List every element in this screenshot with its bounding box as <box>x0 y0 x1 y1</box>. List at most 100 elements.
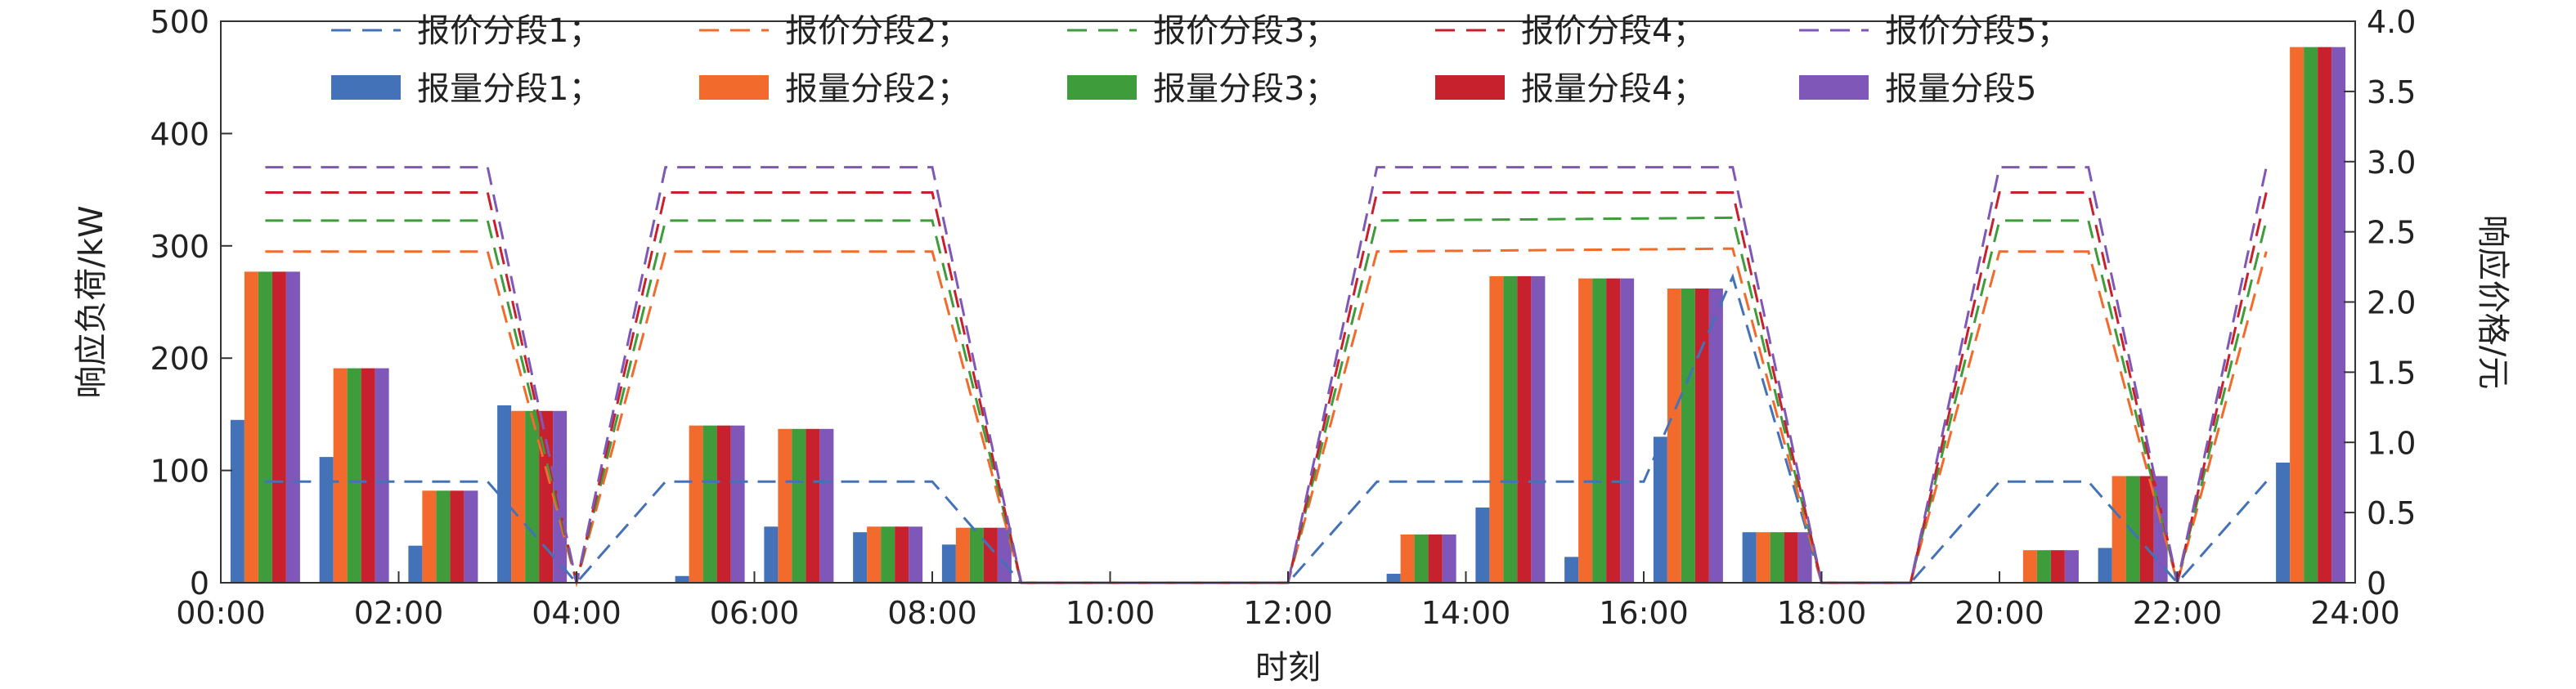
bar-3-h20 <box>2036 550 2051 583</box>
bar-2-h3 <box>511 410 526 583</box>
legend-quantity-swatch-5 <box>1799 75 1869 100</box>
x-tick-label: 06:00 <box>710 595 800 631</box>
right-tick-label: 1.5 <box>2367 355 2416 391</box>
bar-3-h23 <box>2304 47 2318 584</box>
bar-2-h21 <box>2112 476 2126 583</box>
bar-3-h16 <box>1681 289 1695 583</box>
bar-5-h16 <box>1708 289 1723 583</box>
x-tick-label: 24:00 <box>2310 595 2400 631</box>
bar-4-h5 <box>716 425 731 583</box>
legend-quantity-swatch-1 <box>331 75 401 100</box>
x-tick-label: 10:00 <box>1066 595 1156 631</box>
bar-layer <box>230 47 2346 584</box>
right-tick-label: 3.5 <box>2367 74 2416 110</box>
bar-5-h3 <box>553 410 568 583</box>
bar-2-h0 <box>244 271 258 583</box>
left-tick-label: 500 <box>150 4 209 40</box>
bar-3-h14 <box>1503 275 1518 583</box>
left-tick-label: 200 <box>150 341 209 377</box>
bar-3-h5 <box>702 425 717 583</box>
bar-3-h6 <box>792 428 806 583</box>
price-line-5 <box>265 166 2268 584</box>
bar-4-h15 <box>1606 278 1621 583</box>
bar-3-h8 <box>969 527 984 583</box>
legend-quantity-label-1: 报量分段1； <box>417 70 601 108</box>
bar-3-h13 <box>1414 534 1429 583</box>
bar-1-h2 <box>408 545 423 583</box>
left-tick-label: 300 <box>150 229 209 265</box>
price-line-1 <box>265 273 2268 585</box>
bar-2-h7 <box>867 526 882 583</box>
x-tick-label: 20:00 <box>1954 595 2044 631</box>
bar-2-h20 <box>2022 550 2037 583</box>
bar-1-h14 <box>1475 507 1490 583</box>
bar-2-h14 <box>1489 275 1504 583</box>
left-axis-ticks: 0 100 200 300 400 500 <box>150 4 232 602</box>
bar-5-h7 <box>909 526 923 583</box>
bar-5-h5 <box>730 425 745 583</box>
bar-4-h2 <box>450 490 464 583</box>
bar-2-h8 <box>955 527 970 583</box>
right-tick-label: 2.5 <box>2367 215 2416 251</box>
right-tick-label: 0.5 <box>2367 495 2416 531</box>
bar-5-h13 <box>1442 534 1456 583</box>
bar-4-h23 <box>2318 47 2332 584</box>
bar-5-h14 <box>1531 275 1546 583</box>
bar-5-h15 <box>1620 278 1635 583</box>
right-tick-label: 4.0 <box>2367 4 2416 40</box>
legend: 报价分段1； 报价分段2； 报价分段3； 报价分段4； 报价分段5； 报量分段1； 报量分段… <box>331 12 2069 108</box>
legend-quantity-label-3: 报量分段3； <box>1153 70 1337 108</box>
bar-1-h8 <box>941 544 956 583</box>
bar-5-h6 <box>819 428 834 583</box>
legend-price-label-5: 报价分段5； <box>1885 12 2069 50</box>
right-tick-label: 0 <box>2367 566 2386 602</box>
price-line-2 <box>265 247 2268 588</box>
x-tick-label: 02:00 <box>354 595 444 631</box>
bar-4-h0 <box>272 271 286 583</box>
legend-quantity-swatch-3 <box>1067 75 1137 100</box>
x-tick-label: 12:00 <box>1243 595 1333 631</box>
bar-2-h5 <box>689 425 703 583</box>
bar-1-h16 <box>1653 436 1667 583</box>
left-y-axis-label: 响应负荷/kW <box>73 205 110 398</box>
bar-2-h15 <box>1578 278 1593 583</box>
bar-1-h0 <box>230 419 245 583</box>
bar-1-h17 <box>1742 532 1757 583</box>
bar-1-h6 <box>764 526 779 583</box>
bar-4-h6 <box>806 428 820 583</box>
bar-3-h0 <box>258 271 272 583</box>
legend-quantity-label-5: 报量分段5 <box>1885 70 2036 108</box>
bar-4-h1 <box>361 368 375 583</box>
bar-4-h14 <box>1517 275 1532 583</box>
bar-2-h6 <box>778 428 792 583</box>
legend-price-label-3: 报价分段3； <box>1153 12 1337 50</box>
right-y-axis-label: 响应价格/元 <box>2474 215 2511 389</box>
left-tick-label: 100 <box>150 454 209 490</box>
bar-2-h23 <box>2290 47 2304 584</box>
left-tick-label: 0 <box>190 566 209 602</box>
bar-4-h17 <box>1784 532 1798 583</box>
bar-2-h17 <box>1756 532 1770 583</box>
bar-2-h16 <box>1667 289 1681 583</box>
bar-1-h1 <box>319 457 334 583</box>
price-line-4 <box>265 191 2268 584</box>
bar-3-h1 <box>347 368 361 583</box>
x-tick-label: 00:00 <box>176 595 266 631</box>
bar-3-h3 <box>525 410 540 583</box>
bar-1-h21 <box>2098 548 2112 583</box>
bar-1-h5 <box>675 575 689 583</box>
bar-5-h2 <box>464 490 478 583</box>
left-tick-label: 400 <box>150 116 209 152</box>
bar-2-h1 <box>333 368 348 583</box>
bar-1-h7 <box>853 532 868 583</box>
right-tick-label: 3.0 <box>2367 145 2416 181</box>
x-tick-label: 08:00 <box>887 595 977 631</box>
x-tick-label: 22:00 <box>2133 595 2223 631</box>
bar-4-h7 <box>895 526 909 583</box>
bar-5-h17 <box>1797 532 1812 583</box>
bar-5-h0 <box>285 271 300 583</box>
x-axis-label: 时刻 <box>1255 649 1321 686</box>
x-axis-ticks: 00:00 02:00 04:00 06:00 08:00 10:00 12:00 14:00… <box>176 571 2400 631</box>
bar-1-h13 <box>1386 574 1401 583</box>
